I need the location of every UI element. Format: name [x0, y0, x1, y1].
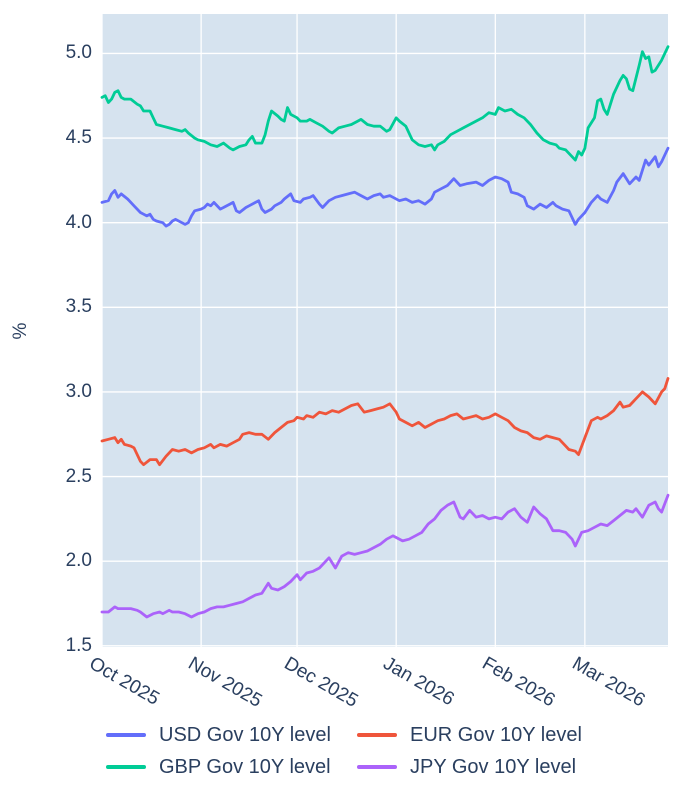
legend-line-swatch [357, 733, 397, 737]
eur-line [100, 376, 670, 467]
legend-label: JPY Gov 10Y level [410, 755, 577, 778]
legend-line-swatch [106, 765, 146, 769]
gbp-line [100, 45, 670, 162]
legend-item-gbp[interactable]: GBP Gov 10Y level [106, 752, 331, 782]
legend-item-usd[interactable]: USD Gov 10Y level [106, 720, 331, 750]
legend-label: EUR Gov 10Y level [410, 723, 582, 746]
y-tick-label: 4.0 [65, 211, 92, 233]
legend-item-eur[interactable]: EUR Gov 10Y level [357, 720, 582, 750]
y-tick-label: 2.5 [65, 465, 92, 487]
y-tick-label: 3.5 [65, 296, 92, 318]
legend-label: USD Gov 10Y level [159, 723, 331, 746]
y-axis-title: % [10, 322, 31, 340]
legend-line-swatch [106, 733, 146, 737]
y-tick-label: 5.0 [65, 42, 92, 64]
usd-line [100, 146, 670, 228]
plot-area [102, 14, 668, 647]
y-tick-label: 4.5 [65, 127, 92, 149]
line-chart [100, 14, 670, 647]
jpy-line [100, 493, 670, 619]
legend-item-jpy[interactable]: JPY Gov 10Y level [357, 752, 576, 782]
y-tick-label: 2.0 [65, 550, 92, 572]
y-tick-label: 3.0 [65, 380, 92, 402]
legend-label: GBP Gov 10Y level [159, 755, 331, 778]
legend-line-swatch [357, 765, 397, 769]
y-tick-label: 1.5 [65, 634, 92, 656]
